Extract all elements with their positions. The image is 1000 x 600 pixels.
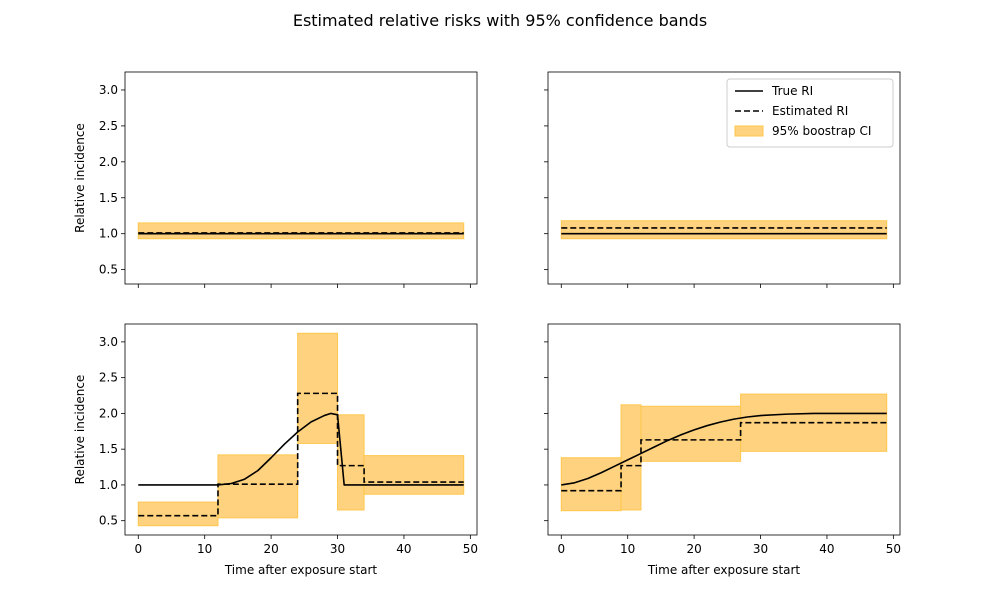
true-ri-line [138,412,464,486]
panel-top-left: 0.5 1.0 1.5 2.0 2.5 3.0 Relative incidence [73,71,478,288]
y-axis-label: Relative incidence [73,123,87,233]
y-tick-label: 2.0 [99,406,118,420]
axes-frame [124,71,478,285]
x-tick-label: 30 [330,542,345,556]
ci-band-segment [560,220,888,240]
axes-frame [547,71,901,285]
ci-band-segment [297,332,339,444]
legend-label: Estimated RI [772,104,848,118]
legend-label: True RI [771,84,813,98]
true-ri-line [561,412,887,486]
legend-band-swatch [734,125,764,137]
legend-entry: True RI [735,84,813,98]
panels: 0.5 1.0 1.5 2.0 2.5 3.0 Relative incidence 0.5 1… [73,71,901,577]
plot-area [560,393,888,512]
ci-band-segment [137,501,219,527]
legend-label: 95% boostrap CI [772,124,871,138]
axes-frame [547,323,901,536]
x-tick-label: 40 [819,542,834,556]
estimated-ri-line [138,392,464,517]
panel-top-right [544,71,901,288]
ci-band-segment [363,455,465,495]
x-tick-label: 30 [753,542,768,556]
x-tick-label: 20 [686,542,701,556]
legend-entry: Estimated RI [735,104,848,118]
y-tick-label: 2.5 [99,371,118,385]
axes-frame [124,323,478,536]
ci-band-segment [620,404,642,511]
y-axis-label: Relative incidence [73,375,87,485]
figure-title: Estimated relative risks with 95% confid… [293,11,707,30]
x-tick-label: 10 [197,542,212,556]
x-tick-label: 50 [463,542,478,556]
ci-band-segment [640,405,742,462]
x-tick-label: 50 [886,542,901,556]
legend-entry: 95% boostrap CI [734,124,871,138]
x-tick-label: 0 [134,542,142,556]
x-tick-label: 40 [396,542,411,556]
panel-bottom-right: 0 10 20 30 40 50 Time after exposure start [544,323,901,577]
y-tick-label: 1.0 [99,227,118,241]
y-tick-label: 2.5 [99,119,118,133]
legend-box [726,78,894,148]
y-tick-label: 0.5 [99,514,118,528]
x-tick-label: 10 [620,542,635,556]
y-tick-label: 1.5 [99,191,118,205]
y-tick-label: 3.0 [99,335,118,349]
x-tick-label: 0 [557,542,565,556]
plot-area [137,222,465,240]
y-tick-label: 1.0 [99,478,118,492]
legend: True RI Estimated RI 95% boostrap CI [726,78,894,148]
plot-area [560,220,888,240]
x-tick-label: 20 [263,542,278,556]
panel-bottom-left: 0.5 1.0 1.5 2.0 2.5 3.0 0 10 20 30 40 50 Relative in… [73,323,478,577]
ci-band-segment [217,454,299,519]
y-tick-label: 3.0 [99,83,118,97]
x-axis-label: Time after exposure start [224,563,378,577]
x-axis-label: Time after exposure start [647,563,801,577]
ci-band-segment [137,222,465,240]
y-tick-label: 1.5 [99,442,118,456]
y-tick-label: 0.5 [99,263,118,277]
y-tick-label: 2.0 [99,155,118,169]
plot-area [137,332,465,527]
